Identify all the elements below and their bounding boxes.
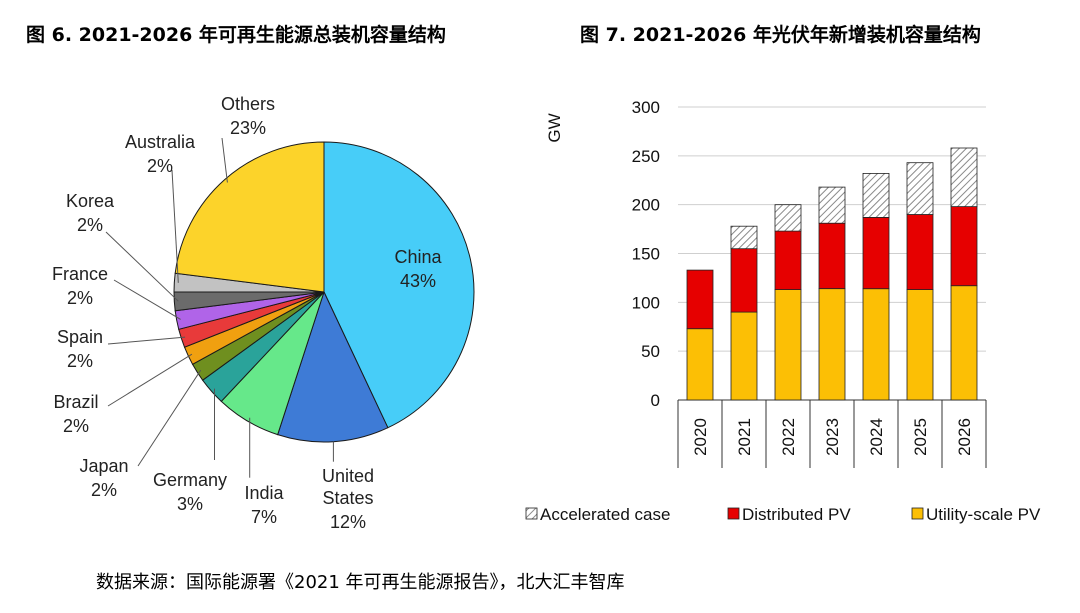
bar-distributed-pv-2020 <box>686 269 714 330</box>
pie-label-china: China <box>394 247 442 267</box>
pie-slice-china <box>323 141 475 429</box>
leader-line-france <box>113 279 181 320</box>
leader-line-others <box>221 137 228 183</box>
bar-utility-scale-pv-2020 <box>686 328 714 401</box>
pie-pct-brazil: 2% <box>63 416 89 436</box>
leader-line-korea <box>105 231 179 302</box>
pie-slice-others <box>174 141 325 293</box>
bar-accelerated-case-2026 <box>950 147 978 207</box>
pie-label-korea: Korea <box>66 191 115 211</box>
bar-utility-scale-pv-2021 <box>730 311 758 401</box>
bar-accelerated-case-2024 <box>862 172 890 218</box>
pie-pct-others: 23% <box>230 118 266 138</box>
bar-accelerated-case-2025 <box>906 162 934 215</box>
pie-label-france: France <box>52 264 108 284</box>
bar-chart-title: 图 7. 2021-2026 年光伏年新增装机容量结构 <box>580 24 981 46</box>
legend-swatch-utility-scale-pv <box>911 507 924 520</box>
pie-pct-india: 7% <box>251 507 277 527</box>
pie-label-brazil: Brazil <box>53 392 98 412</box>
pie-pct-australia: 2% <box>147 156 173 176</box>
bar-utility-scale-pv-2022 <box>774 289 802 401</box>
bar-accelerated-case-2021 <box>730 225 758 250</box>
pie-label-united-states: United <box>322 466 374 486</box>
bar-utility-scale-pv-2025 <box>906 289 934 401</box>
bar-utility-scale-pv-2024 <box>862 288 890 401</box>
y-tick-label: 0 <box>651 391 660 410</box>
bar-distributed-pv-2021 <box>730 248 758 313</box>
pie-pct-japan: 2% <box>91 480 117 500</box>
bar-distributed-pv-2022 <box>774 230 802 290</box>
pie-pct-france: 2% <box>67 288 93 308</box>
y-tick-label: 300 <box>632 98 660 117</box>
y-tick-label: 100 <box>632 293 660 312</box>
leader-line-brazil <box>107 353 193 407</box>
y-tick-label: 50 <box>641 342 660 361</box>
pie-pct-germany: 3% <box>177 494 203 514</box>
bar-accelerated-case-2023 <box>818 186 846 224</box>
x-tick-label: 2024 <box>867 418 886 456</box>
bar-utility-scale-pv-2026 <box>950 285 978 401</box>
leader-line-australia <box>171 169 179 283</box>
y-tick-label: 150 <box>632 245 660 264</box>
pie-label-united-states: States <box>322 488 373 508</box>
stacked-bar-chart: 0 50 100 150 200 250 300 GW 2020 2021 2022 2023 2024… <box>525 98 1041 524</box>
x-tick-label: 2026 <box>955 418 974 456</box>
bar-distributed-pv-2024 <box>862 216 890 290</box>
pie-label-germany: Germany <box>153 470 227 490</box>
leader-line-spain <box>107 336 186 345</box>
bar-distributed-pv-2025 <box>906 213 934 290</box>
x-tick-label: 2023 <box>823 418 842 456</box>
pie-pct-spain: 2% <box>67 351 93 371</box>
bar-utility-scale-pv-2023 <box>818 288 846 401</box>
x-tick-label: 2021 <box>735 418 754 456</box>
legend-label-utility-scale-pv: Utility-scale PV <box>926 505 1041 524</box>
legend-label-accelerated-case: Accelerated case <box>540 505 670 524</box>
legend-label-distributed-pv: Distributed PV <box>742 505 851 524</box>
leader-line-japan <box>137 369 202 467</box>
bar-distributed-pv-2026 <box>950 206 978 287</box>
pie-pct-korea: 2% <box>77 215 103 235</box>
pie-chart-title: 图 6. 2021-2026 年可再生能源总装机容量结构 <box>26 24 446 46</box>
y-tick-label: 250 <box>632 147 660 166</box>
pie-pct-united-states: 12% <box>330 512 366 532</box>
bar-distributed-pv-2023 <box>818 222 846 289</box>
bar-accelerated-case-2022 <box>774 204 802 232</box>
legend-swatch-accelerated-case <box>525 507 538 520</box>
y-axis-label: GW <box>545 113 564 142</box>
pie-label-japan: Japan <box>79 456 128 476</box>
source-note: 数据来源：国际能源署《2021 年可再生能源报告》，北大汇丰智库 <box>96 572 625 593</box>
pie-label-spain: Spain <box>57 327 103 347</box>
pie-label-others: Others <box>221 94 275 114</box>
legend-swatch-distributed-pv <box>727 507 740 520</box>
pie-pct-china: 43% <box>400 271 436 291</box>
x-tick-label: 2022 <box>779 418 798 456</box>
y-tick-label: 200 <box>632 196 660 215</box>
pie-label-india: India <box>244 483 284 503</box>
x-tick-label: 2025 <box>911 418 930 456</box>
x-tick-label: 2020 <box>691 418 710 456</box>
pie-label-australia: Australia <box>125 132 196 152</box>
